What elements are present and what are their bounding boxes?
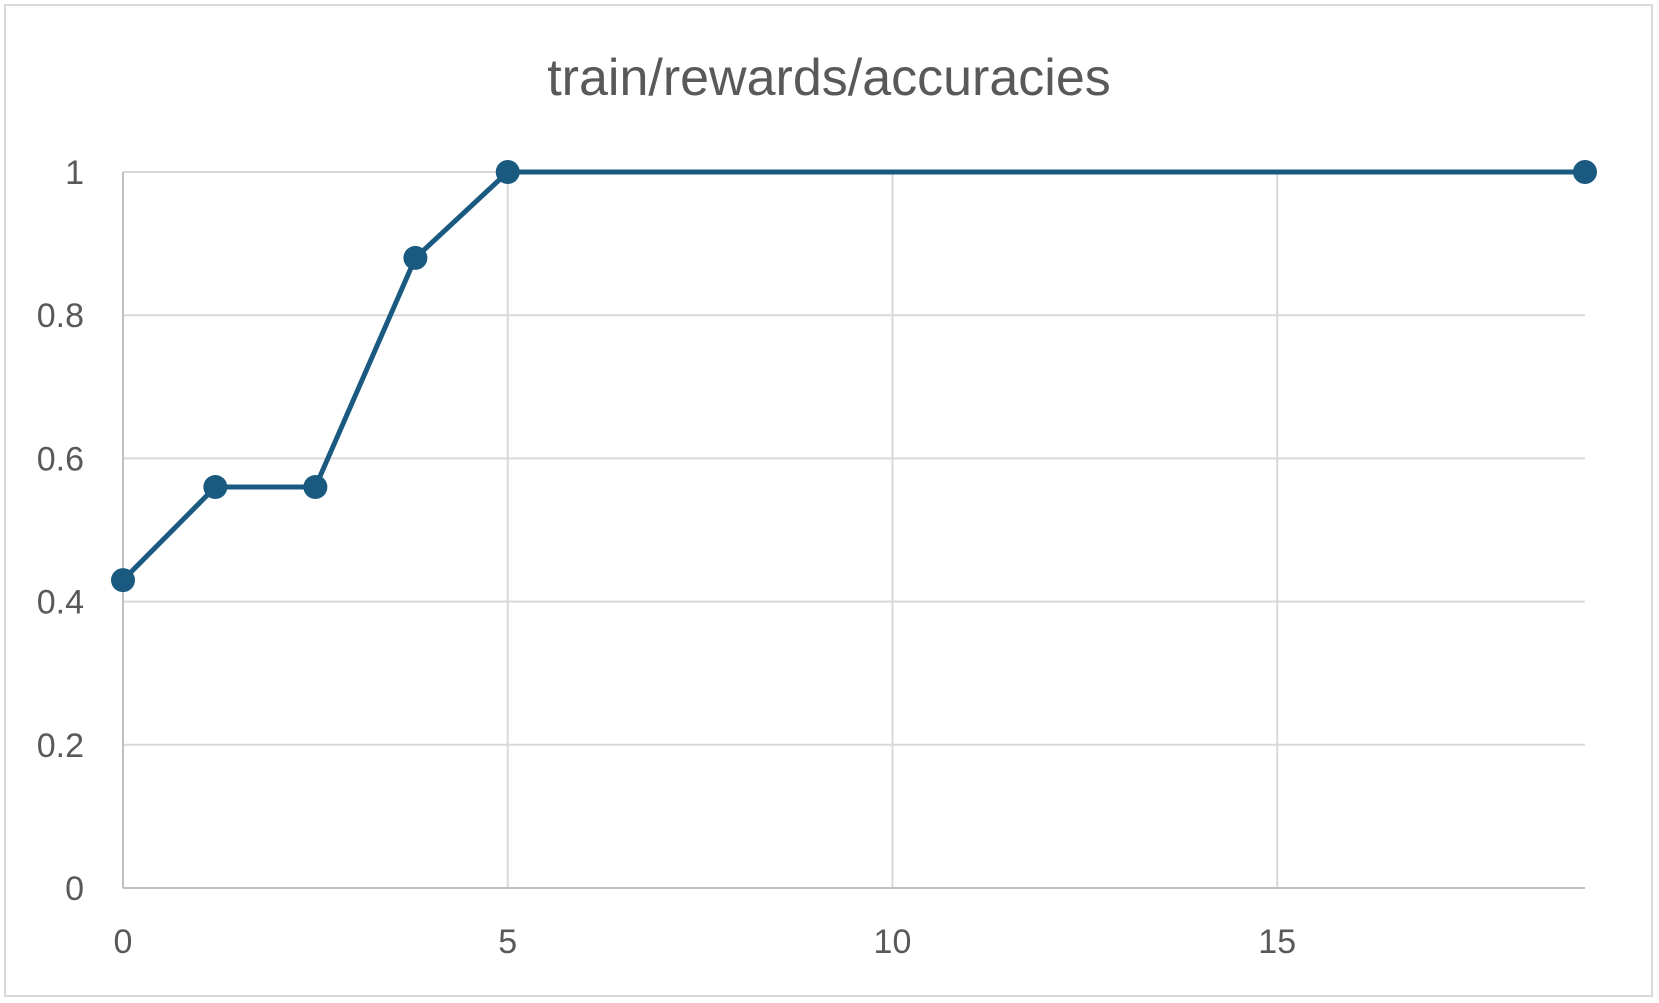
data-point: [1573, 160, 1597, 184]
x-tick-label: 10: [874, 923, 912, 961]
y-gridlines: [123, 171, 1585, 746]
data-point: [111, 568, 135, 593]
x-tick-label: 15: [1258, 923, 1296, 961]
axes: [122, 172, 1585, 889]
chart-title: train/rewards/accuracies: [547, 49, 1111, 107]
y-tick-label: 0.4: [37, 584, 84, 622]
x-gridlines: [506, 172, 1279, 888]
data-point: [403, 245, 428, 270]
data-point: [495, 160, 520, 184]
x-tick-label: 5: [498, 923, 517, 961]
data-point: [203, 475, 228, 500]
data-point: [303, 475, 328, 500]
y-tick-label: 1: [65, 154, 84, 192]
y-tick-label: 0.2: [37, 727, 84, 765]
x-tick-label: 0: [114, 923, 133, 961]
y-tick-label: 0: [65, 870, 84, 908]
y-tick-label: 0.6: [37, 440, 84, 478]
y-tick-labels: 0 0.2 0.4 0.6 0.8 1: [37, 154, 84, 908]
series-layer: [111, 160, 1597, 593]
y-tick-label: 0.8: [37, 297, 84, 335]
x-tick-labels: 0 5 10 15: [114, 923, 1297, 961]
series-line: [121, 169, 1585, 582]
